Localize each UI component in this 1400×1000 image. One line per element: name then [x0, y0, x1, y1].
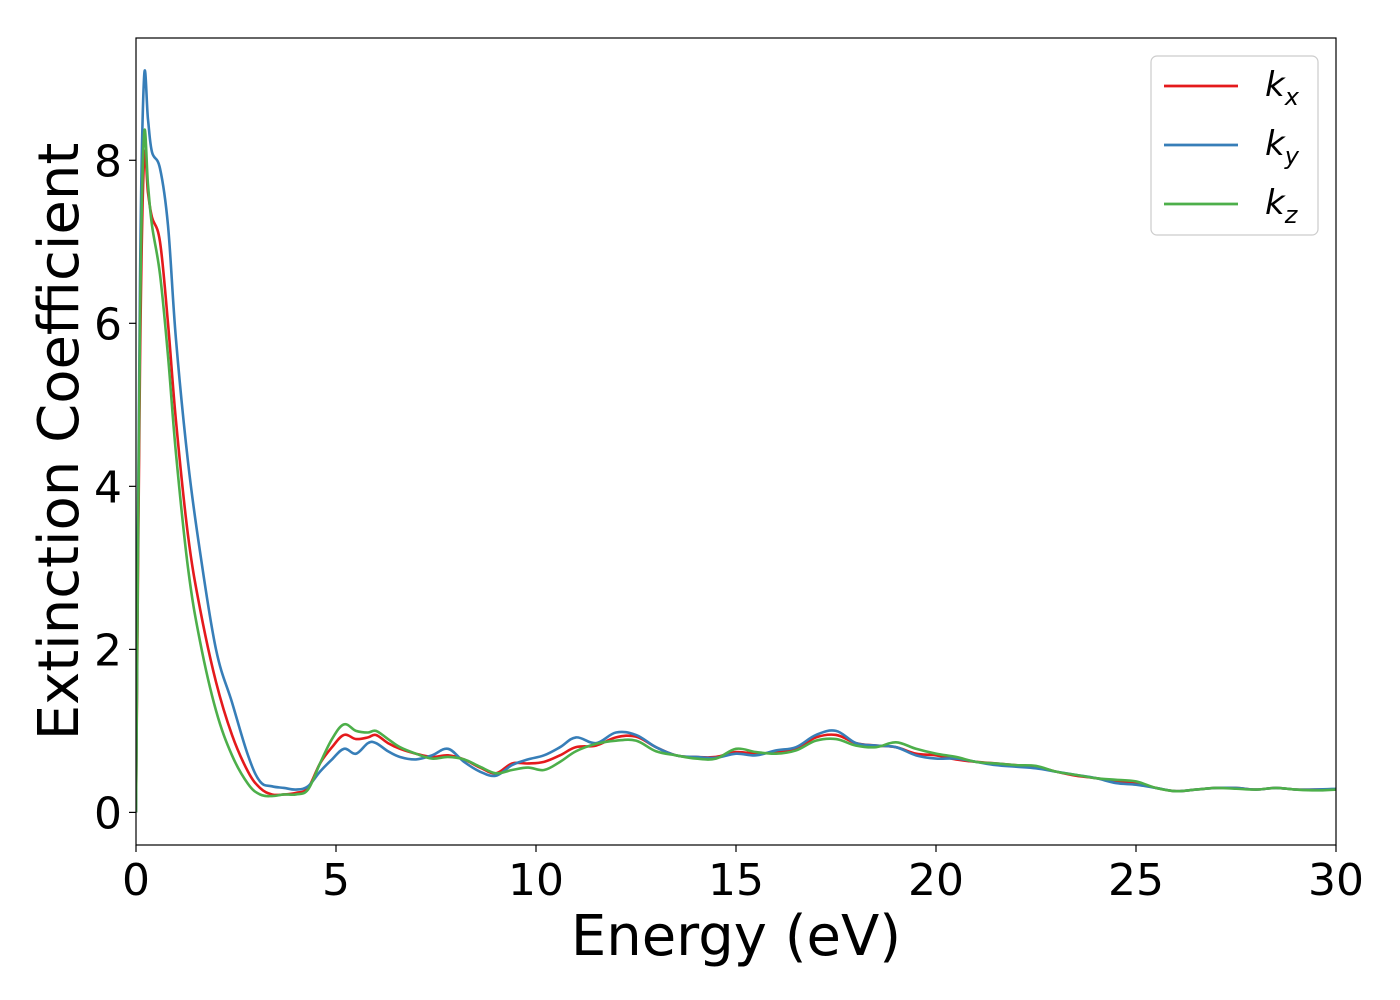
series-line-kz [136, 128, 1336, 813]
x-tick-label: 5 [322, 855, 350, 906]
x-tick-label: 15 [708, 855, 764, 906]
x-tick-label: 30 [1308, 855, 1364, 906]
y-axis-title: Extinction Coefficient [27, 143, 92, 741]
y-tick-label: 2 [94, 625, 122, 676]
legend-label-ky: ky [1265, 124, 1300, 170]
y-axis: 0 2 4 6 8 [94, 136, 136, 839]
x-tick-label: 20 [908, 855, 964, 906]
legend-label-kz: kz [1265, 183, 1299, 229]
y-tick-label: 6 [94, 299, 122, 350]
legend: kx ky kz [1150, 55, 1319, 236]
x-axis: 0 5 10 15 20 25 30 [122, 845, 1364, 906]
series-layer [136, 69, 1336, 813]
legend-label-kx: kx [1265, 65, 1300, 111]
y-tick-label: 0 [94, 788, 122, 839]
x-tick-label: 10 [508, 855, 564, 906]
y-tick-label: 8 [94, 136, 122, 187]
x-tick-label: 0 [122, 855, 150, 906]
x-axis-title: Energy (eV) [571, 904, 901, 969]
x-tick-label: 25 [1108, 855, 1164, 906]
y-tick-label: 4 [94, 462, 122, 513]
